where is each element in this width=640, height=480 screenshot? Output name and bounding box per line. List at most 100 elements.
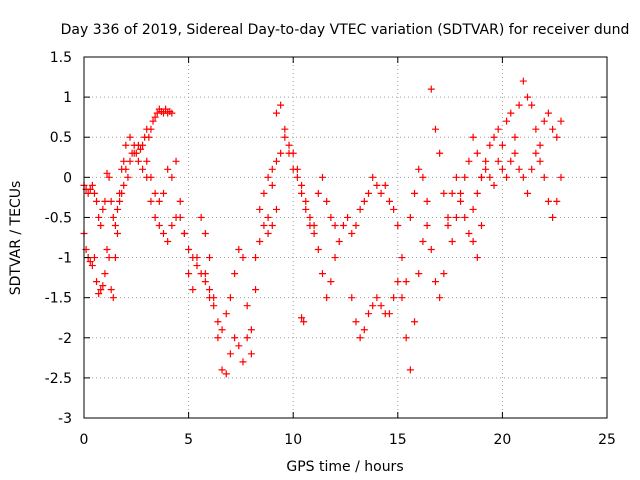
series-track-a — [80, 105, 176, 302]
data-point — [394, 221, 402, 229]
data-point — [419, 238, 427, 246]
data-point — [469, 133, 477, 141]
data-point — [406, 213, 414, 221]
data-point — [139, 165, 147, 173]
data-point — [377, 302, 385, 310]
data-point — [398, 294, 406, 302]
data-point — [285, 141, 293, 149]
data-point — [107, 286, 115, 294]
data-point — [159, 189, 167, 197]
data-point — [469, 205, 477, 213]
data-point — [88, 262, 96, 270]
data-point — [365, 189, 373, 197]
data-point — [503, 117, 511, 125]
data-point — [348, 229, 356, 237]
data-point — [549, 213, 557, 221]
data-point — [247, 350, 255, 358]
data-point — [97, 221, 105, 229]
data-point — [113, 205, 121, 213]
data-point — [176, 213, 184, 221]
data-point — [465, 229, 473, 237]
data-point — [116, 197, 124, 205]
chart-title: Day 336 of 2019, Sidereal Day-to-day VTE… — [61, 22, 630, 38]
data-point — [103, 169, 111, 177]
data-point — [385, 310, 393, 318]
data-point — [373, 294, 381, 302]
data-point — [126, 157, 134, 165]
data-points — [80, 77, 565, 378]
data-point — [440, 270, 448, 278]
data-point — [515, 101, 523, 109]
data-point — [528, 165, 536, 173]
data-point — [398, 254, 406, 262]
data-point — [193, 262, 201, 270]
data-point — [318, 270, 326, 278]
data-point — [126, 133, 134, 141]
data-point — [511, 133, 519, 141]
y-tick-label: -3 — [58, 411, 72, 427]
data-point — [524, 189, 532, 197]
data-point — [214, 318, 222, 326]
data-point — [365, 310, 373, 318]
series-track-g — [406, 77, 565, 246]
data-point — [185, 270, 193, 278]
data-point — [544, 197, 552, 205]
data-point — [180, 229, 188, 237]
data-point — [116, 189, 124, 197]
data-point — [210, 294, 218, 302]
data-point — [120, 181, 128, 189]
data-point — [176, 197, 184, 205]
data-point — [136, 145, 144, 153]
data-point — [394, 278, 402, 286]
data-point — [206, 254, 214, 262]
data-point — [536, 157, 544, 165]
data-point — [124, 173, 132, 181]
data-point — [339, 221, 347, 229]
data-point — [519, 173, 527, 181]
data-point — [189, 286, 197, 294]
data-point — [553, 133, 561, 141]
data-point — [101, 270, 109, 278]
data-point — [239, 254, 247, 262]
data-point — [360, 326, 368, 334]
data-point — [302, 197, 310, 205]
data-point — [486, 141, 494, 149]
data-point — [457, 197, 465, 205]
data-point — [107, 197, 115, 205]
data-point — [210, 302, 218, 310]
data-point — [360, 197, 368, 205]
data-point — [477, 173, 485, 181]
data-point — [120, 157, 128, 165]
data-point — [532, 149, 540, 157]
data-point — [93, 278, 101, 286]
data-point — [494, 157, 502, 165]
data-point — [256, 205, 264, 213]
x-tick-label: 10 — [284, 432, 302, 448]
data-point — [105, 254, 113, 262]
data-point — [101, 197, 109, 205]
data-point — [147, 173, 155, 181]
data-point — [498, 141, 506, 149]
data-point — [314, 189, 322, 197]
data-point — [390, 205, 398, 213]
data-point — [457, 189, 465, 197]
data-point — [86, 185, 94, 193]
data-point — [419, 173, 427, 181]
data-point — [469, 238, 477, 246]
data-point — [302, 205, 310, 213]
data-point — [524, 93, 532, 101]
data-point — [402, 334, 410, 342]
series-track-f — [298, 173, 485, 374]
data-point — [327, 278, 335, 286]
data-point — [473, 149, 481, 157]
data-point — [369, 173, 377, 181]
data-point — [235, 342, 243, 350]
data-point — [272, 205, 280, 213]
data-point — [168, 221, 176, 229]
data-point — [448, 238, 456, 246]
data-point — [84, 189, 92, 197]
grid-lines — [84, 57, 607, 418]
data-point — [549, 125, 557, 133]
data-point — [557, 173, 565, 181]
data-point — [147, 197, 155, 205]
